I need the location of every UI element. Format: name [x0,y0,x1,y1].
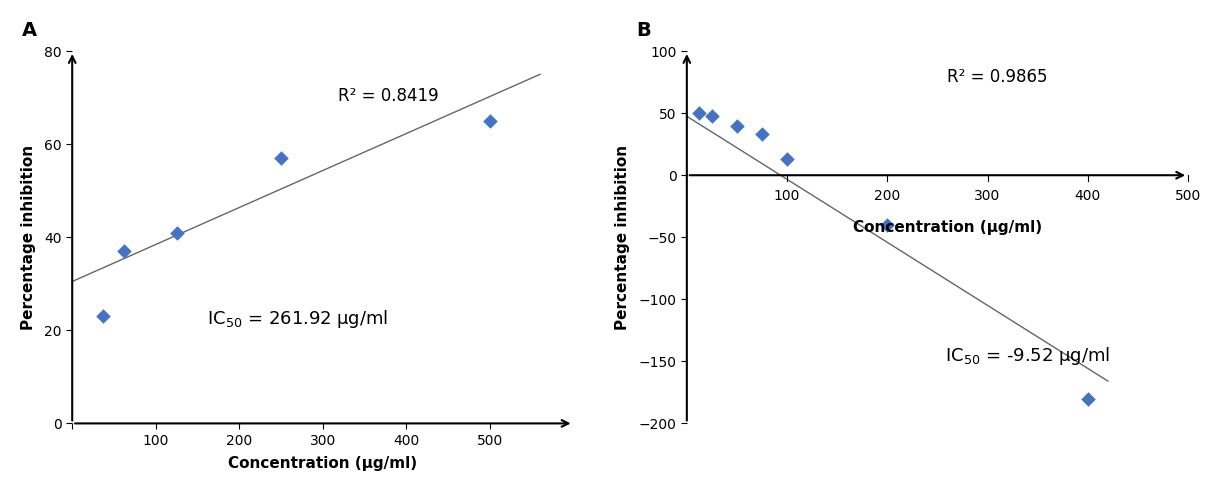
Text: 100: 100 [774,189,800,203]
Point [777,155,797,163]
Point [727,122,747,129]
Text: Concentration (μg/ml): Concentration (μg/ml) [853,220,1042,235]
Point [93,312,112,320]
Point [753,130,772,138]
Point [271,154,291,162]
Text: 300: 300 [974,189,1001,203]
Text: A: A [22,21,37,40]
Point [480,117,500,125]
Text: R² = 0.8419: R² = 0.8419 [337,87,439,105]
Text: R² = 0.9865: R² = 0.9865 [947,68,1047,86]
Text: 400: 400 [1074,189,1101,203]
Text: 500: 500 [1174,189,1201,203]
Point [689,109,709,117]
Point [703,112,722,120]
Point [114,247,133,255]
Y-axis label: Percentage inhibition: Percentage inhibition [21,145,35,330]
Text: IC$_{50}$ = 261.92 μg/ml: IC$_{50}$ = 261.92 μg/ml [207,308,389,330]
Point [1078,395,1097,402]
Y-axis label: Percentage inhibition: Percentage inhibition [615,145,631,330]
Text: IC$_{50}$ = -9.52 μg/ml: IC$_{50}$ = -9.52 μg/ml [945,345,1111,368]
Point [167,229,187,237]
Text: 200: 200 [874,189,901,203]
Point [877,221,897,229]
X-axis label: Concentration (μg/ml): Concentration (μg/ml) [229,456,418,471]
Text: B: B [637,21,651,40]
